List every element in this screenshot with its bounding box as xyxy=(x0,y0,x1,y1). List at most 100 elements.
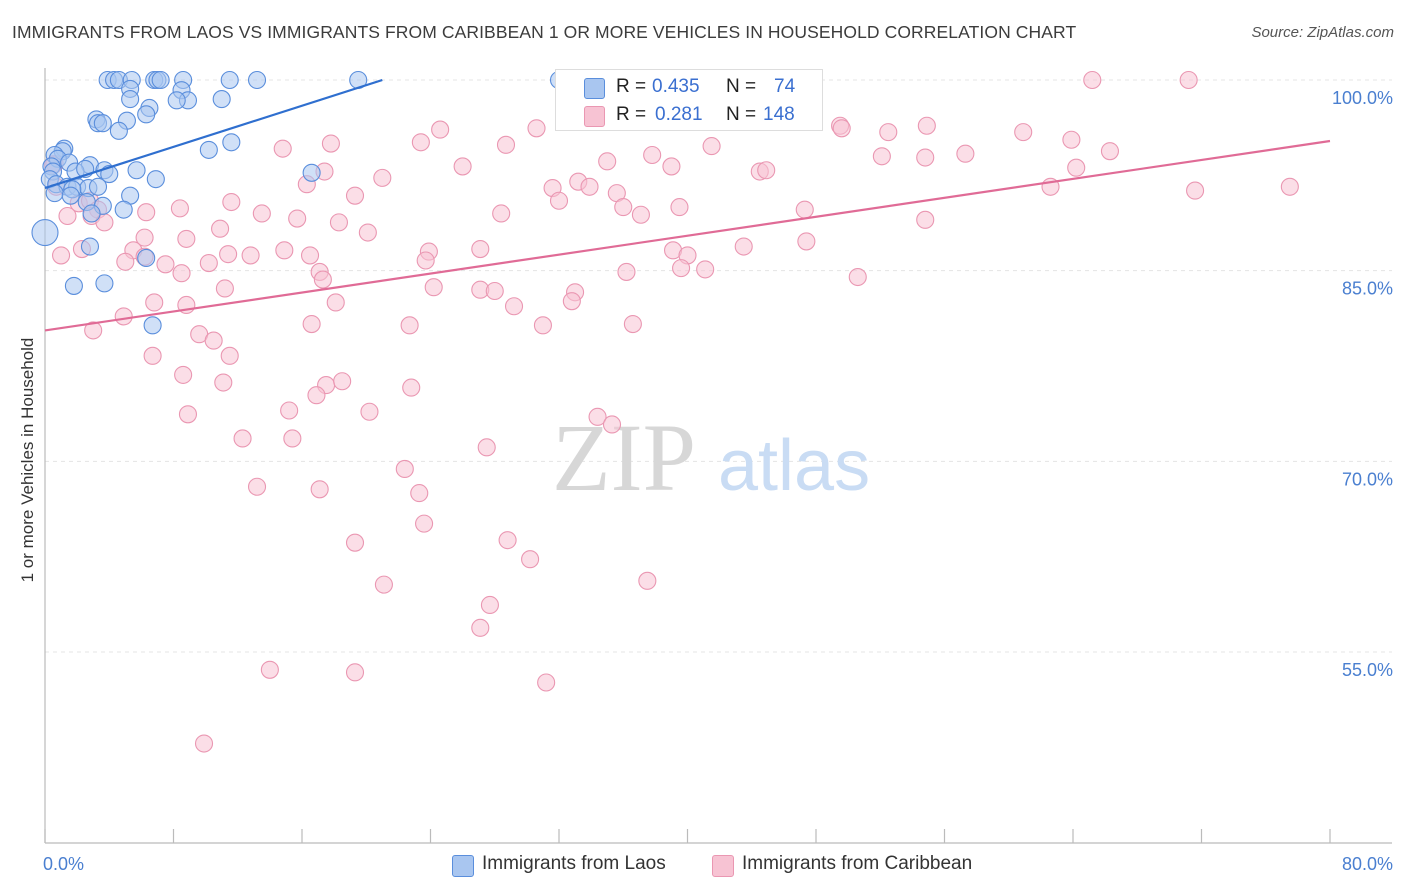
caribbean-point xyxy=(916,210,935,229)
caribbean-point xyxy=(477,438,496,457)
caribbean-point xyxy=(307,386,326,405)
caribbean-point xyxy=(848,267,867,287)
caribbean-point xyxy=(1280,177,1299,196)
laos-r-value: 0.435 xyxy=(652,76,700,97)
caribbean-point xyxy=(631,205,650,224)
laos-point xyxy=(199,140,218,159)
caribbean-point xyxy=(199,253,218,273)
caribbean-point xyxy=(415,514,434,533)
caribbean-point xyxy=(84,321,103,340)
caribbean-n-label: N = xyxy=(726,104,757,125)
legend: Immigrants from Laos Immigrants from Car… xyxy=(0,853,1406,877)
caribbean-point xyxy=(1014,123,1033,142)
legend-caribbean-swatch xyxy=(712,855,734,877)
caribbean-swatch xyxy=(584,106,605,127)
laos-point xyxy=(61,186,80,205)
caribbean-point xyxy=(52,246,71,265)
caribbean-point xyxy=(395,459,414,479)
laos-n-label: N = xyxy=(726,76,757,97)
caribbean-point xyxy=(1100,142,1119,161)
watermark-atlas: atlas xyxy=(718,426,870,506)
caribbean-point xyxy=(562,292,581,311)
caribbean-point xyxy=(598,152,617,171)
caribbean-point xyxy=(431,120,450,139)
caribbean-point xyxy=(492,204,511,223)
legend-laos-label: Immigrants from Laos xyxy=(482,853,666,874)
caribbean-point xyxy=(956,144,975,163)
caribbean-point xyxy=(58,206,77,226)
caribbean-point xyxy=(672,259,691,278)
caribbean-point xyxy=(329,213,348,232)
caribbean-point xyxy=(471,240,490,259)
grid-lines xyxy=(45,79,1392,653)
caribbean-point xyxy=(527,119,546,138)
chart-title: IMMIGRANTS FROM LAOS VS IMMIGRANTS FROM … xyxy=(12,22,1077,42)
caribbean-point xyxy=(220,346,239,365)
caribbean-point xyxy=(549,191,569,210)
caribbean-point xyxy=(204,331,223,350)
caribbean-point xyxy=(280,401,299,420)
caribbean-point xyxy=(1067,158,1086,177)
caribbean-point xyxy=(757,161,776,180)
trend-lines xyxy=(44,78,1331,332)
caribbean-point xyxy=(504,297,524,316)
caribbean-point xyxy=(643,145,662,165)
caribbean-point xyxy=(1179,70,1198,90)
caribbean-point xyxy=(416,251,435,270)
caribbean-point xyxy=(734,237,753,256)
y-tick-label: 100.0% xyxy=(1332,88,1393,108)
caribbean-point xyxy=(537,673,556,692)
caribbean-point xyxy=(358,223,377,242)
caribbean-point xyxy=(233,429,252,448)
caribbean-point xyxy=(623,315,642,334)
series-caribbean xyxy=(43,70,1299,753)
caribbean-point xyxy=(114,307,133,326)
caribbean-point xyxy=(872,147,891,166)
caribbean-point xyxy=(795,200,814,219)
laos-point xyxy=(302,163,321,182)
caribbean-point xyxy=(247,477,267,496)
caribbean-point xyxy=(400,316,419,335)
caribbean-point xyxy=(496,135,516,154)
caribbean-point xyxy=(617,262,636,281)
caribbean-point xyxy=(302,315,321,334)
laos-point xyxy=(127,161,146,180)
laos-point xyxy=(137,105,156,124)
caribbean-point xyxy=(215,279,234,298)
laos-point xyxy=(121,90,140,109)
stats-row-caribbean: R = 0.281 N = 148 xyxy=(556,101,822,129)
caribbean-point xyxy=(313,270,332,289)
caribbean-point xyxy=(588,407,607,426)
caribbean-point xyxy=(273,139,292,158)
caribbean-point xyxy=(521,550,540,569)
laos-point xyxy=(88,177,108,196)
x-tick-label-max: 80.0% xyxy=(1342,854,1393,874)
caribbean-point xyxy=(214,373,233,392)
laos-point xyxy=(95,274,114,293)
caribbean-point xyxy=(178,405,198,424)
laos-point xyxy=(212,90,231,109)
caribbean-point xyxy=(485,281,504,301)
caribbean-point xyxy=(241,246,260,265)
caribbean-point xyxy=(260,660,279,679)
caribbean-point xyxy=(1083,70,1102,90)
caribbean-point xyxy=(879,123,898,142)
caribbean-point xyxy=(283,429,302,448)
watermark: ZIP atlas xyxy=(552,404,870,511)
caribbean-point xyxy=(345,186,365,205)
laos-point xyxy=(220,70,239,90)
caribbean-point xyxy=(797,232,816,251)
laos-swatch xyxy=(584,78,605,99)
caribbean-point xyxy=(170,199,189,218)
caribbean-point xyxy=(326,293,345,312)
caribbean-point xyxy=(300,246,320,265)
laos-point xyxy=(167,91,186,110)
caribbean-point xyxy=(702,137,721,156)
laos-point xyxy=(146,170,165,189)
caribbean-point xyxy=(453,157,472,176)
legend-laos-swatch xyxy=(452,855,474,877)
laos-point xyxy=(109,121,128,140)
caribbean-point xyxy=(410,484,429,503)
caribbean-point xyxy=(402,378,421,397)
